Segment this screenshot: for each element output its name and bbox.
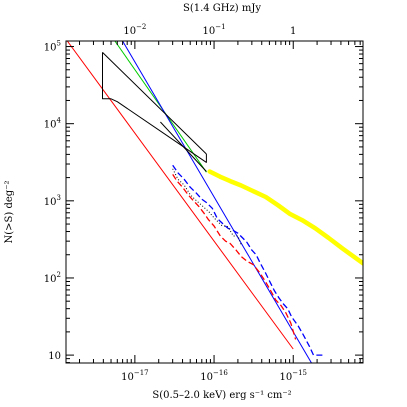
- x-tick-label-bottom: 10−16: [200, 369, 228, 383]
- x-tick-label-bottom: 10−17: [121, 369, 149, 383]
- series-line-1: [66, 41, 294, 350]
- x-tick-label-bottom: 10−15: [279, 369, 307, 383]
- tick-label-layer: 10−17 10−16 10−15 10−2 10−1 1 10 102 103 104 105: [44, 23, 307, 383]
- series-line-4: [102, 52, 207, 163]
- y-axis-title: N(>S) deg⁻²: [4, 181, 15, 244]
- y-tick-label: 102: [44, 271, 61, 285]
- series-line-5: [102, 52, 207, 155]
- series-line-0: [207, 169, 363, 266]
- y-tick-label: 104: [44, 117, 62, 131]
- y-tick-label: 10: [48, 351, 61, 362]
- series-line-6: [160, 121, 207, 172]
- series-line-8: [172, 174, 297, 340]
- plot-frame: [65, 40, 364, 364]
- tick-layer: [66, 41, 363, 364]
- x-tick-label-top: 10−1: [203, 23, 226, 37]
- x-axis-title-top: S(1.4 GHz) mJy: [183, 3, 261, 14]
- y-tick-label: 103: [44, 194, 61, 208]
- series-line-7: [172, 164, 324, 356]
- series-line-9: [172, 168, 243, 246]
- x-tick-label-top: 1: [290, 26, 296, 37]
- x-axis-title-bottom: S(0.5–2.0 keV) erg s⁻¹ cm⁻²: [152, 390, 291, 401]
- series-line-3: [122, 41, 312, 363]
- x-tick-label-top: 10−2: [123, 23, 146, 37]
- y-tick-label: 105: [44, 40, 61, 54]
- series-layer: [66, 41, 363, 363]
